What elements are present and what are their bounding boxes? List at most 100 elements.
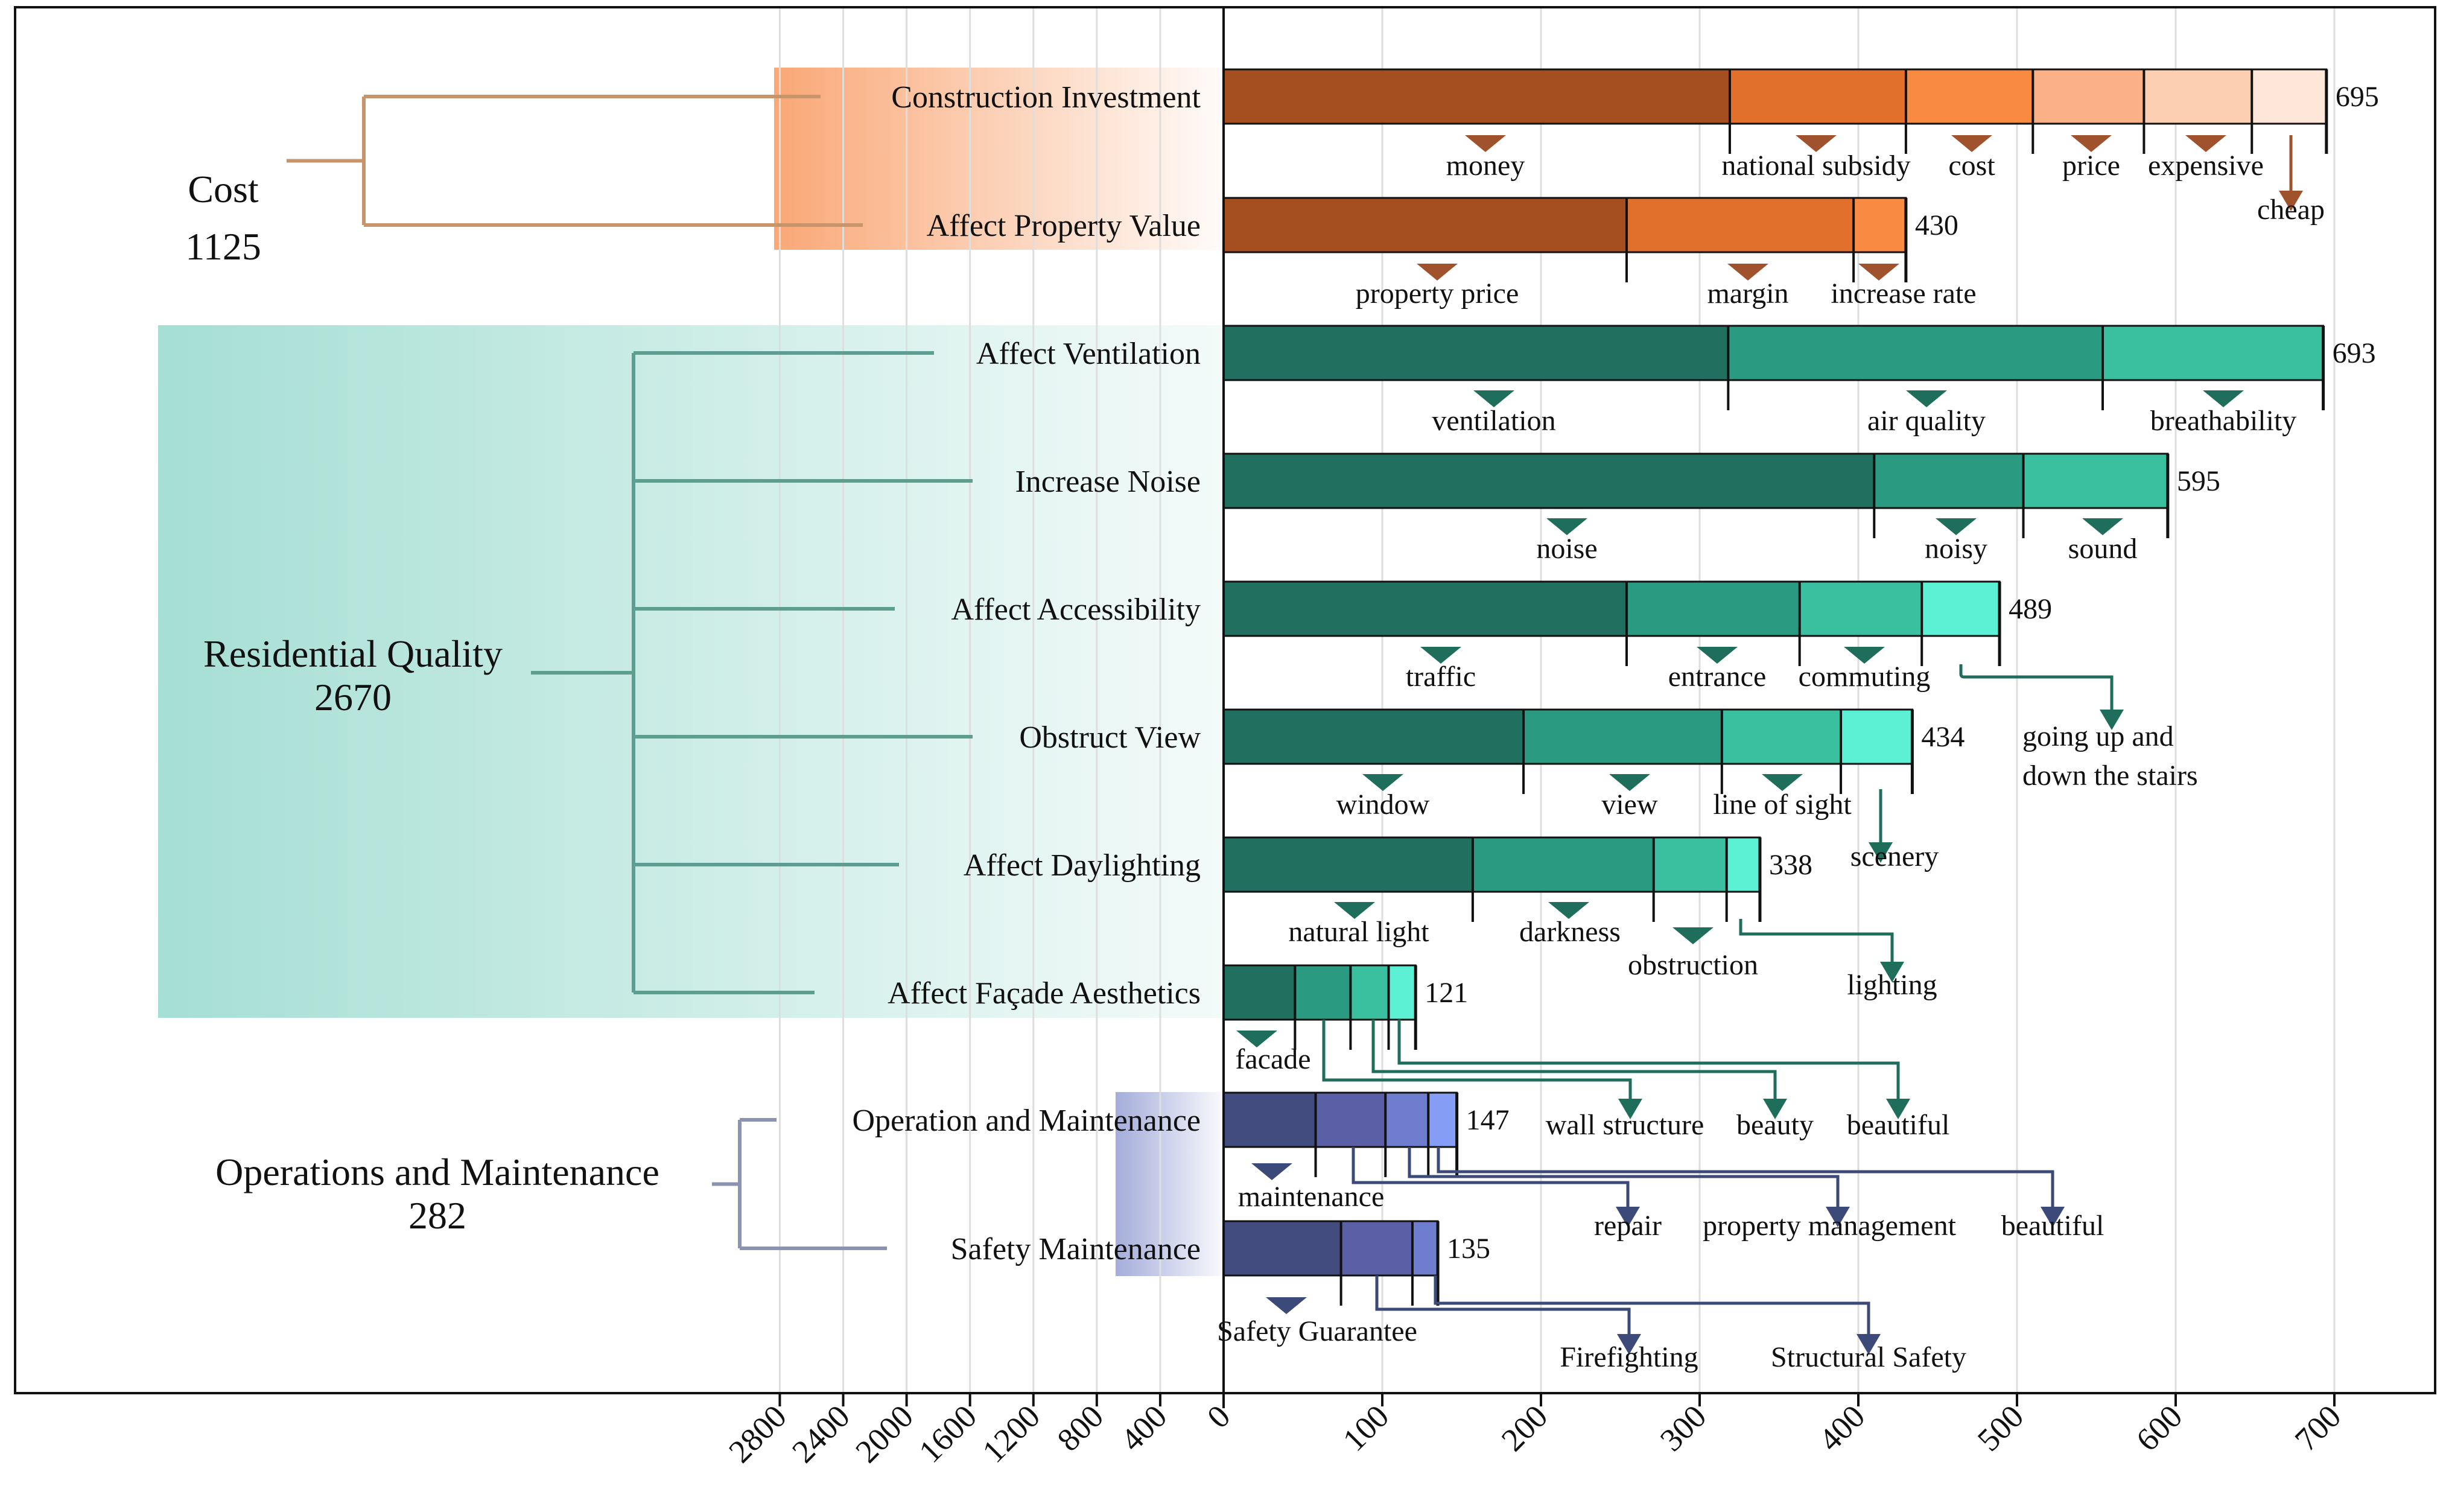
keyword-connector (1434, 1275, 1870, 1336)
bar-segment (1627, 582, 1800, 636)
bar-total-label: 489 (2009, 593, 2052, 625)
right-axis-tick-label: 600 (2129, 1398, 2190, 1458)
bar-segment (1799, 582, 1922, 636)
bar-segment (1224, 69, 1730, 124)
bar-segment (1341, 1221, 1412, 1275)
keyword-marker (2071, 135, 2112, 152)
keyword-label: view (1601, 789, 1658, 821)
keyword-marker (2203, 390, 2244, 407)
bar-segment (1224, 198, 1627, 252)
keyword-marker (1727, 264, 1768, 281)
bar-segment (1853, 198, 1906, 252)
keyword-connector (1397, 1020, 1900, 1101)
bar-category-label: Affect Accessibility (951, 592, 1201, 627)
left-axis-tick-label: 2400 (785, 1398, 857, 1470)
keyword-marker (1609, 774, 1650, 791)
bar-category-label: Safety Maintenance (951, 1232, 1201, 1266)
right-axis-tick-label: 200 (1494, 1398, 1555, 1458)
bar-total-label: 434 (1921, 721, 1965, 753)
bars: Construction Investment 695 Affect Propert… (852, 68, 2379, 1306)
keyword-label: increase rate (1831, 278, 1976, 310)
keyword-marker (1858, 264, 1899, 281)
keyword-label: expensive (2148, 150, 2264, 182)
keyword-marker (1465, 135, 1506, 152)
group-bands (158, 68, 1224, 1276)
bar-total-label: 695 (2336, 81, 2379, 113)
bar-segment (2252, 69, 2327, 124)
left-axis-tick-label: 2000 (848, 1398, 920, 1470)
keyword-label: noisy (1925, 533, 1987, 565)
bar-total-label: 135 (1447, 1233, 1490, 1265)
bar-total-label: 595 (2177, 465, 2220, 497)
bar-total-label: 693 (2333, 337, 2376, 369)
keyword-arrowhead (1880, 962, 1904, 982)
plot-frame (14, 6, 2436, 1394)
keyword-arrowhead (1857, 1334, 1881, 1355)
bar-segment (1224, 965, 1295, 1020)
bar-segment (1653, 837, 1727, 892)
keyword-marker (2082, 518, 2123, 535)
keyword-label: beauty (1736, 1109, 1814, 1141)
keyword-connector (1408, 1147, 1840, 1209)
keyword-marker (1546, 518, 1587, 535)
keyword-arrowhead (1616, 1207, 1640, 1227)
bar-category-label: Obstruct View (1019, 720, 1201, 755)
bar-category-label: Increase Noise (1015, 465, 1201, 499)
bar-segment (1874, 454, 2024, 508)
bar-segment (1728, 326, 2103, 380)
keyword-marker (1266, 1297, 1307, 1314)
bar-segment (1905, 69, 2033, 124)
bar-category-label: Affect Ventilation (976, 337, 1201, 371)
keyword-arrowhead (2279, 191, 2303, 211)
keyword-label: line of sight (1713, 789, 1852, 821)
keyword-arrowhead (1763, 1099, 1787, 1119)
keyword-connector (1352, 1147, 1630, 1209)
group-name: Residential Quality (203, 632, 503, 675)
keyword-label: traffic (1406, 661, 1476, 693)
keyword-marker (2185, 135, 2226, 152)
right-axis-tick-label: 0 (1200, 1398, 1237, 1435)
right-axis-tick-label: 500 (1971, 1398, 2031, 1458)
group-band (158, 325, 1224, 1018)
bar-segment (2033, 69, 2144, 124)
keyword-label: Safety Guarantee (1217, 1315, 1417, 1347)
bar-segment (1350, 965, 1389, 1020)
keyword-label: facade (1235, 1043, 1310, 1075)
keyword-label: margin (1707, 278, 1788, 310)
keyword-label: window (1336, 789, 1430, 821)
group-total: 2670 (314, 676, 392, 719)
keyword-label: breathability (2150, 405, 2297, 437)
keyword-marker (1762, 774, 1803, 791)
bar-segment (1224, 837, 1473, 892)
keyword-connector (1322, 1020, 1632, 1101)
bar-segment (1224, 1093, 1316, 1147)
bar-category-label: Affect Property Value (927, 209, 1201, 243)
bar-segment (1841, 710, 1913, 764)
keyword-label: noise (1536, 533, 1597, 565)
keyword-label: price (2062, 150, 2120, 182)
bar-segment (1412, 1221, 1438, 1275)
left-axis-tick-label: 1200 (975, 1398, 1047, 1470)
keyword-marker (1697, 647, 1738, 664)
grid-lines (778, 7, 2336, 1393)
keyword-arrowhead (1869, 842, 1893, 863)
keyword-marker (1420, 647, 1461, 664)
keyword-label-line: down the stairs (2022, 760, 2198, 792)
keyword-label: entrance (1668, 661, 1767, 693)
keyword-label: cost (1948, 150, 1995, 182)
bar-segment (1224, 582, 1627, 636)
keyword-label: beautiful (2001, 1210, 2104, 1242)
keyword-marker (1473, 390, 1514, 407)
bar-segment (1388, 965, 1416, 1020)
keyword-label: beautiful (1847, 1109, 1950, 1141)
bar-segment (1523, 710, 1722, 764)
keyword-label: money (1446, 150, 1525, 182)
keyword-marker (1362, 774, 1403, 791)
keyword-arrowhead (1617, 1334, 1641, 1355)
left-axis-tick-label: 400 (1114, 1398, 1174, 1458)
keyword-label: natural light (1288, 916, 1429, 948)
keyword-arrowhead (2041, 1207, 2065, 1227)
keyword-connector (1739, 919, 1894, 964)
group-name: Operations and Maintenance (215, 1151, 659, 1193)
